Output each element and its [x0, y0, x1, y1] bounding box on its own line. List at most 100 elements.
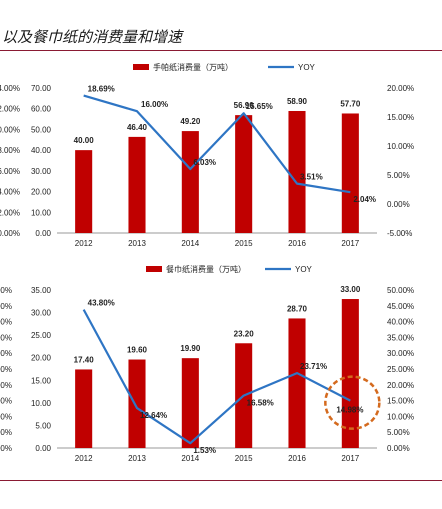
x-axis-tick-label: 2012: [75, 454, 93, 463]
cropped-outer-axis-tick-label: 00%: [0, 333, 12, 342]
left-axis-tick-label: 60.00: [31, 105, 52, 114]
cropped-outer-axis-tick-label: 00%: [0, 318, 12, 327]
right-axis-tick-label: 20.00%: [387, 84, 414, 93]
yoy-value-label: 1.53%: [193, 446, 216, 455]
left-axis-tick-label: 30.00: [31, 309, 52, 318]
right-axis-tick-label: 15.00%: [387, 113, 414, 122]
right-axis-tick-label: 45.00%: [387, 302, 414, 311]
right-axis-tick-label: 5.00%: [387, 428, 410, 437]
bar: [181, 358, 199, 448]
yoy-value-label: 43.80%: [88, 299, 115, 308]
cropped-outer-axis-tick-label: 0.00%: [0, 125, 20, 134]
x-axis-tick-label: 2017: [341, 239, 359, 248]
bar: [75, 369, 93, 448]
right-axis-tick-label: 30.00%: [387, 349, 414, 358]
cropped-outer-axis-tick-label: 2.00%: [0, 105, 20, 114]
cropped-outer-axis-tick-label: 00%: [0, 444, 12, 453]
legend-bar-label: 手帕纸消费量（万吨）: [153, 62, 233, 72]
yoy-value-label: 23.71%: [300, 362, 327, 371]
yoy-value-label: 3.51%: [300, 173, 323, 182]
x-axis-tick-label: 2015: [235, 239, 253, 248]
left-axis-tick-label: 15.00: [31, 376, 52, 385]
bar: [288, 110, 306, 233]
bar-value-label: 57.70: [340, 99, 361, 108]
left-axis-tick-label: 0.00: [35, 229, 51, 238]
yoy-value-label: 18.69%: [88, 85, 115, 94]
title-divider: [0, 50, 442, 51]
cropped-outer-axis-tick-label: 0.00%: [0, 229, 20, 238]
highlight-circle: [324, 375, 381, 430]
cropped-outer-axis-tick-label: 00%: [0, 286, 12, 295]
x-axis-tick-label: 2014: [181, 454, 199, 463]
cropped-outer-axis-tick-label: 6.00%: [0, 167, 20, 176]
yoy-value-label: 15.65%: [246, 102, 273, 111]
bar: [128, 359, 146, 448]
right-axis-tick-label: 0.00%: [387, 444, 410, 453]
bar-value-label: 19.90: [180, 344, 201, 353]
bar-value-label: 46.40: [127, 123, 148, 132]
left-axis-tick-label: 70.00: [31, 84, 52, 93]
legend-bar-label: 餐巾纸消费量（万吨）: [166, 264, 246, 274]
x-axis-tick-label: 2016: [288, 454, 306, 463]
bar: [235, 115, 253, 233]
left-axis-tick-label: 20.00: [31, 188, 52, 197]
bar-value-label: 58.90: [287, 97, 308, 106]
bar-value-label: 23.20: [234, 329, 255, 338]
yoy-line: [83, 94, 351, 194]
bar: [341, 113, 359, 233]
page-title: 以及餐巾纸的消费量和增速: [2, 28, 183, 46]
x-axis-tick-label: 2012: [75, 239, 93, 248]
right-axis-tick-label: 0.00%: [387, 200, 410, 209]
yoy-value-label: 14.98%: [336, 406, 363, 415]
yoy-value-label: 16.58%: [247, 399, 274, 408]
x-axis-tick-label: 2013: [128, 239, 146, 248]
cropped-outer-axis-tick-label: 00%: [0, 349, 12, 358]
yoy-value-label: 2.04%: [353, 195, 376, 204]
cropped-outer-axis-tick-label: 00%: [0, 381, 12, 390]
cropped-outer-axis-tick-label: 4.00%: [0, 84, 20, 93]
cropped-outer-axis-tick-label: 00%: [0, 412, 12, 421]
left-axis-tick-label: 20.00: [31, 354, 52, 363]
bar-value-label: 28.70: [287, 304, 308, 313]
right-axis-tick-label: 50.00%: [387, 286, 414, 295]
left-axis-tick-label: 25.00: [31, 331, 52, 340]
left-axis-tick-label: 5.00: [35, 421, 51, 430]
cropped-outer-axis-tick-label: 2.00%: [0, 208, 20, 217]
bar-value-label: 33.00: [340, 285, 361, 294]
left-axis-tick-label: 35.00: [31, 286, 52, 295]
left-axis-tick-label: 40.00: [31, 146, 52, 155]
right-axis-tick-label: 20.00%: [387, 381, 414, 390]
chart-napkin-consumption: 0.00 5.00 10.00 15.00 20.00 25.00 30.00 35.00 0.…: [0, 264, 414, 463]
right-axis-tick-label: 5.00%: [387, 171, 410, 180]
x-axis-tick-label: 2015: [235, 454, 253, 463]
legend-bar-swatch: [146, 266, 162, 272]
legend-line-label: YOY: [295, 265, 313, 274]
cropped-outer-axis-tick-label: 00%: [0, 365, 12, 374]
bar-value-label: 40.00: [74, 136, 95, 145]
x-axis-tick-label: 2016: [288, 239, 306, 248]
right-axis-tick-label: -5.00%: [387, 229, 412, 238]
yoy-value-label: 6.03%: [193, 158, 216, 167]
cropped-outer-axis-tick-label: 00%: [0, 428, 12, 437]
legend-bar-swatch: [133, 64, 149, 70]
right-axis-tick-label: 35.00%: [387, 333, 414, 342]
chart-handkerchief-consumption: 0.00 10.00 20.00 30.00 40.00 50.00 60.00 70.00 -…: [0, 62, 414, 248]
bar: [181, 131, 199, 233]
right-axis-tick-label: 25.00%: [387, 365, 414, 374]
x-axis-tick-label: 2014: [181, 239, 199, 248]
title-bar: 以及餐巾纸的消费量和增速: [0, 0, 442, 56]
left-axis-tick-label: 10.00: [31, 399, 52, 408]
bar: [341, 299, 359, 448]
cropped-outer-axis-tick-label: 4.00%: [0, 188, 20, 197]
left-axis-tick-label: 30.00: [31, 167, 52, 176]
bar-value-label: 17.40: [74, 355, 95, 364]
bar: [288, 318, 306, 448]
bar: [128, 136, 146, 233]
yoy-line: [82, 309, 351, 445]
x-axis-tick-label: 2013: [128, 454, 146, 463]
x-axis-tick-label: 2017: [341, 454, 359, 463]
right-axis-tick-label: 10.00%: [387, 412, 414, 421]
bar: [75, 150, 93, 233]
bar-value-label: 19.60: [127, 346, 148, 355]
left-axis-tick-label: 50.00: [31, 125, 52, 134]
